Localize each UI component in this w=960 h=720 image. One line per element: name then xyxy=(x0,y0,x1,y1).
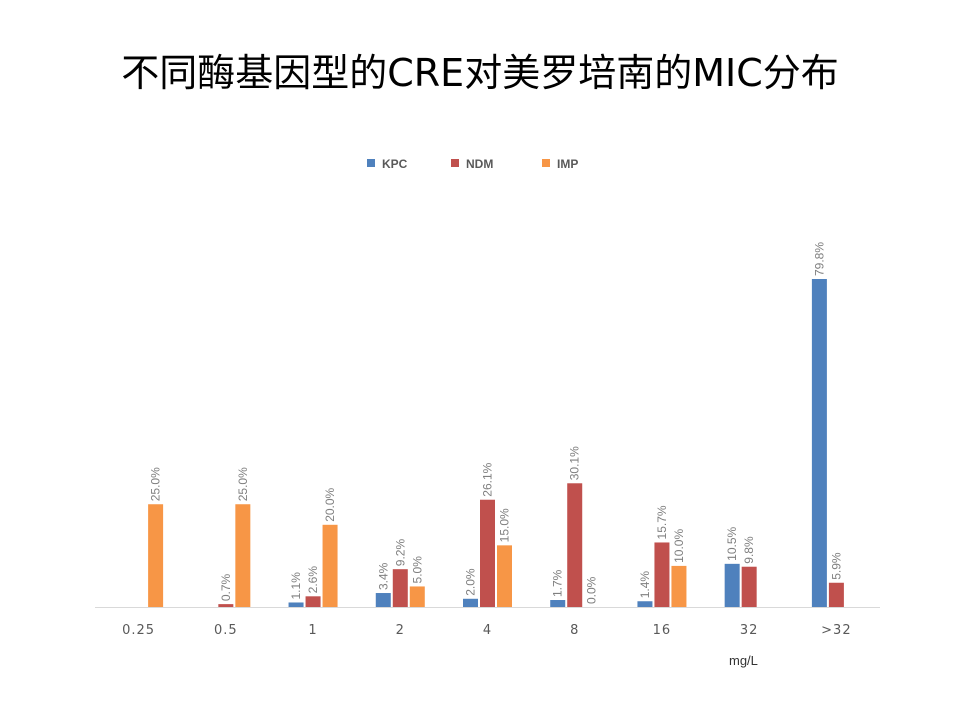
bar-imp xyxy=(671,565,687,607)
bar-ndm xyxy=(218,604,234,607)
data-label: 1.1% xyxy=(289,572,303,600)
x-tick-label: 32 xyxy=(740,623,759,638)
bar-ndm xyxy=(741,566,757,607)
bar-ndm xyxy=(654,542,670,607)
data-label: 26.1% xyxy=(481,462,495,496)
data-label: 3.4% xyxy=(376,562,390,590)
data-label: 79.8% xyxy=(812,242,826,276)
data-label: 15.0% xyxy=(498,508,512,542)
data-label: 25.0% xyxy=(236,467,250,501)
data-label: 9.2% xyxy=(393,539,407,567)
bar-imp xyxy=(235,504,251,607)
data-label: 10.5% xyxy=(725,526,739,560)
bar-ndm xyxy=(828,582,844,607)
x-tick-label: 1 xyxy=(308,623,317,638)
bar-imp xyxy=(148,504,164,607)
bar-kpc xyxy=(550,600,566,607)
data-label: 1.4% xyxy=(638,571,652,599)
data-label: 5.0% xyxy=(410,556,424,584)
data-label: 0.0% xyxy=(585,576,599,604)
legend-label-ndm: NDM xyxy=(466,157,493,171)
bar-imp xyxy=(409,586,425,607)
bar-kpc xyxy=(375,593,391,607)
legend-label-kpc: KPC xyxy=(382,157,408,171)
data-label: 9.8% xyxy=(742,536,756,564)
x-tick-label: 4 xyxy=(483,623,492,638)
bar-ndm xyxy=(480,499,495,607)
legend: KPC NDM IMP xyxy=(367,157,578,171)
data-label: 0.7% xyxy=(219,573,233,601)
legend-swatch-kpc xyxy=(367,159,375,167)
bar-kpc xyxy=(724,563,740,607)
data-label: 1.7% xyxy=(551,569,565,597)
x-tick-label: 2 xyxy=(396,623,405,638)
data-label: 20.0% xyxy=(323,487,337,521)
data-label: 5.9% xyxy=(829,552,843,580)
data-label: 15.7% xyxy=(655,505,669,539)
x-tick-label: 16 xyxy=(653,623,672,638)
data-label: 25.0% xyxy=(149,467,163,501)
bar-ndm xyxy=(567,483,583,607)
legend-swatch-ndm xyxy=(451,159,459,167)
x-tick-label: 8 xyxy=(570,623,579,638)
bar-ndm xyxy=(392,569,408,607)
x-axis-unit-label: mg/L xyxy=(729,653,758,668)
bar-ndm xyxy=(305,596,321,607)
data-label: 10.0% xyxy=(672,529,686,563)
bar-kpc xyxy=(288,602,304,607)
x-tick-label: 0.25 xyxy=(122,623,155,638)
data-labels: 25.0% 0.7% 25.0% 1.1% 2.6% 20.0% 3.4%9.2%5.0% 2… xyxy=(149,242,844,604)
legend-swatch-imp xyxy=(542,159,550,167)
bar-imp xyxy=(322,524,338,607)
data-label: 2.0% xyxy=(464,568,478,596)
bar-kpc xyxy=(811,279,827,607)
x-tick-labels: 0.25 0.5 1 2 4 8 16 32 >32 xyxy=(122,623,851,638)
legend-label-imp: IMP xyxy=(557,157,578,171)
x-tick-label: 0.5 xyxy=(214,623,238,638)
chart-title: 不同酶基因型的CRE对美罗培南的MIC分布 xyxy=(121,51,839,95)
bar-kpc xyxy=(463,598,478,607)
x-tick-label: >32 xyxy=(821,623,851,638)
bar-kpc xyxy=(637,601,653,607)
data-label: 30.1% xyxy=(568,446,582,480)
data-label: 2.6% xyxy=(306,566,320,594)
bars xyxy=(148,279,844,607)
bar-imp xyxy=(497,545,512,607)
